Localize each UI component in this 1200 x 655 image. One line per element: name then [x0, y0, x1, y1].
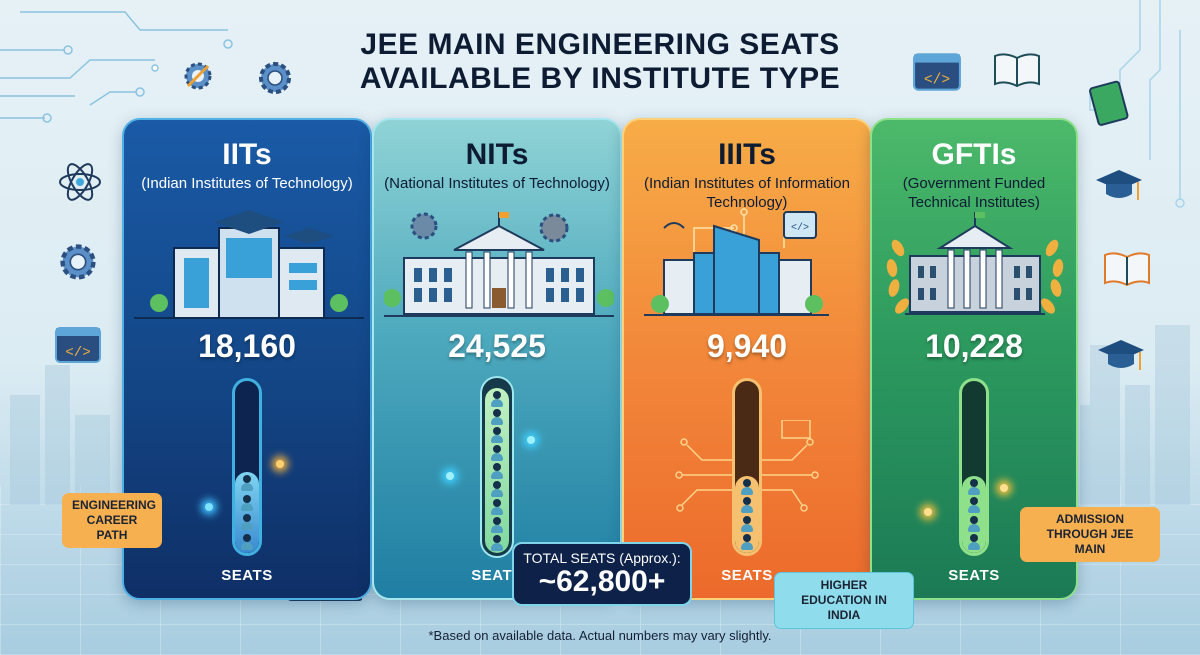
- gear-pencil-icon: [184, 62, 212, 90]
- person-icon: [490, 444, 504, 461]
- card-iiits: IIITs (Indian Institutes of Information …: [622, 118, 872, 600]
- laurel-government-building-icon: [886, 212, 1064, 315]
- svg-text:</>: </>: [791, 222, 809, 234]
- person-icon: [740, 515, 754, 532]
- card-name: IITs: [222, 138, 272, 171]
- seat-count: 10,228: [925, 328, 1023, 364]
- callout-admission-jee-main: ADMISSION THROUGH JEE MAIN: [1020, 507, 1160, 562]
- card-name: IIITs: [718, 138, 776, 171]
- gear-icon-left: [60, 244, 96, 280]
- person-icon: [240, 494, 254, 512]
- seat-count: 24,525: [448, 328, 546, 364]
- graduation-cap-icon: [1096, 170, 1142, 200]
- glow-dot: [924, 508, 932, 516]
- person-icon: [490, 498, 504, 515]
- callout-engineering-career-path: ENGINEERING CAREER PATH: [62, 493, 162, 548]
- modern-campus-building-icon: [134, 210, 364, 319]
- atom-icon: [59, 163, 101, 201]
- card-subtitle: (Indian Institutes of Technology): [141, 175, 353, 192]
- seat-gauge: [959, 378, 989, 556]
- person-icon: [240, 533, 254, 550]
- title-line-1: JEE MAIN ENGINEERING SEATS: [360, 28, 840, 61]
- person-icon: [490, 462, 504, 479]
- title-line-2: AVAILABLE BY INSTITUTE TYPE: [359, 62, 841, 95]
- tech-building-circuit-icon: </>: [644, 208, 829, 316]
- svg-text:</>: </>: [65, 345, 90, 361]
- person-icon: [240, 514, 254, 531]
- circuit-traces-icon: [675, 420, 819, 512]
- person-icon: [490, 480, 504, 497]
- glow-dot: [205, 503, 213, 511]
- seat-gauge: [482, 378, 512, 556]
- person-icon: [490, 426, 504, 443]
- seats-label: SEATS: [471, 567, 523, 584]
- svg-text:</>: </>: [924, 72, 950, 88]
- person-icon: [740, 497, 754, 513]
- person-icon: [967, 515, 981, 532]
- open-book-icon: [994, 53, 1040, 88]
- total-seats-value: ~62,800+: [538, 565, 666, 598]
- person-icon: [740, 478, 754, 495]
- seats-label: SEATS: [221, 567, 273, 584]
- gear-icon: [259, 62, 291, 94]
- seats-label: SEATS: [948, 567, 1000, 584]
- card-name: GFTIs: [931, 138, 1017, 171]
- footnote: *Based on available data. Actual numbers…: [428, 628, 772, 643]
- classical-government-building-icon: [384, 212, 614, 317]
- glow-dot: [527, 436, 535, 444]
- seat-count: 9,940: [706, 328, 788, 364]
- person-icon: [967, 478, 981, 495]
- seat-gauge: [232, 378, 262, 556]
- person-icon: [740, 534, 754, 550]
- glow-dot: [1000, 484, 1008, 492]
- seats-label: SEATS: [721, 567, 773, 584]
- card-iits: IITs (Indian Institutes of Technology) 1…: [122, 118, 372, 600]
- total-seats-box: TOTAL SEATS (Approx.): ~62,800+: [512, 542, 692, 606]
- glow-dot: [276, 460, 284, 468]
- card-subtitle: (National Institutes of Technology): [384, 175, 610, 192]
- green-book-icon: [1089, 80, 1129, 126]
- person-icon: [490, 516, 504, 533]
- code-window-icon-left: </>: [55, 327, 101, 363]
- person-icon: [240, 475, 254, 492]
- graduation-cap-icon-2: [1098, 340, 1144, 370]
- person-icon: [490, 534, 504, 552]
- page-title: JEE MAIN ENGINEERING SEATS AVAILABLE BY …: [0, 28, 1200, 96]
- seat-gauge: [732, 378, 762, 556]
- card-nits: NITs (National Institutes of Technology)…: [372, 118, 622, 600]
- total-seats-label: TOTAL SEATS (Approx.):: [523, 550, 681, 566]
- callout-higher-education: HIGHER EDUCATION IN INDIA: [774, 572, 914, 629]
- seat-count: 18,160: [198, 328, 296, 364]
- open-book-icon-orange: [1104, 252, 1150, 287]
- person-icon: [490, 390, 504, 407]
- person-icon: [967, 534, 981, 550]
- person-icon: [490, 408, 504, 425]
- card-subtitle: (Indian Institutes of Information Techno…: [644, 175, 850, 211]
- card-subtitle: (Government Funded Technical Institutes): [902, 175, 1046, 211]
- code-window-icon-right: </>: [913, 53, 961, 91]
- person-icon: [967, 497, 981, 513]
- glow-dot: [446, 472, 454, 480]
- card-name: NITs: [465, 138, 529, 171]
